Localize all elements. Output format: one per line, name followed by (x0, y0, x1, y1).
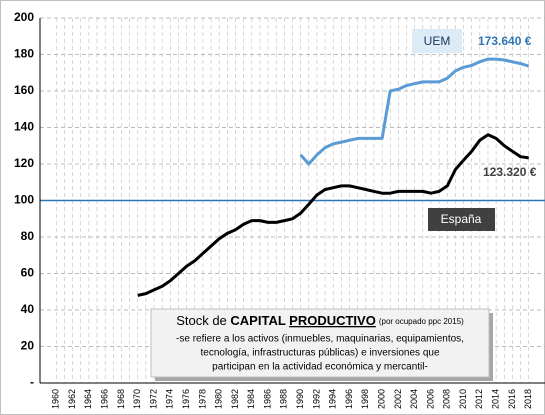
x-tick-label: 1998 (360, 389, 370, 409)
x-tick-label: 1984 (246, 389, 256, 409)
x-tick-label: 1982 (230, 389, 240, 409)
x-tick-label: 1978 (197, 389, 207, 409)
text: Stock de (176, 313, 230, 328)
text: (por ocupado ppc 2015) (379, 317, 464, 326)
x-tick-label: 2000 (376, 389, 386, 409)
y-tick-label: 40 (21, 302, 35, 316)
legend-label: España (441, 212, 482, 226)
y-tick-label: 20 (21, 339, 35, 353)
y-tick-label: 80 (21, 229, 35, 243)
x-tick-label: 2006 (425, 389, 435, 409)
y-tick-label: 160 (14, 83, 34, 97)
annotation-line: tecnología, infrastructuras públicas) e … (200, 348, 439, 359)
series-line (299, 57, 530, 166)
annotation-line: -se refiere a los activos (inmuebles, ma… (176, 334, 464, 345)
x-tick-label: 1980 (214, 389, 224, 409)
x-tick-label: 1996 (344, 389, 354, 409)
x-tick-label: 1994 (328, 389, 338, 409)
y-tick-label: 140 (14, 120, 34, 134)
x-tick-label: 2004 (409, 389, 419, 409)
y-tick-label: 60 (21, 266, 35, 280)
y-tick-label: - (30, 375, 34, 389)
y-tick-label: 100 (14, 193, 34, 207)
end-label: 173.640 € (478, 34, 532, 48)
x-tick-label: 1990 (295, 389, 305, 409)
annotation-box (150, 308, 490, 378)
x-tick-label: 1972 (148, 389, 158, 409)
x-tick-label: 1976 (181, 389, 191, 409)
x-tick-label: 2014 (491, 389, 501, 409)
x-tick-label: 2012 (474, 389, 484, 409)
x-tick-label: 2010 (458, 389, 468, 409)
x-tick-label: 1964 (83, 389, 93, 409)
x-tick-label: 1988 (279, 389, 289, 409)
x-tick-label: 2016 (507, 389, 517, 409)
x-tick-label: 2008 (442, 389, 452, 409)
x-tick-label: 1962 (67, 389, 77, 409)
y-tick-label: 200 (14, 10, 34, 24)
x-tick-label: 2002 (393, 389, 403, 409)
y-tick-label: 120 (14, 156, 34, 170)
x-tick-label: 1968 (116, 389, 126, 409)
end-label: 123.320 € (483, 165, 537, 179)
x-tick-label: 1986 (262, 389, 272, 409)
legend-label: UEM (424, 34, 451, 48)
x-tick-label: 1974 (165, 389, 175, 409)
text: PRODUCTIVO (289, 313, 376, 328)
series-line (137, 133, 529, 297)
text: CAPITAL (230, 313, 289, 328)
y-tick-label: 180 (14, 47, 34, 61)
legend-box (412, 29, 462, 53)
x-tick-label: 1960 (51, 389, 61, 409)
x-tick-label: 2018 (523, 389, 533, 409)
annotation-title: Stock de CAPITAL PRODUCTIVO (por ocupado … (176, 313, 464, 328)
x-tick-label: 1970 (132, 389, 142, 409)
legend-box (428, 208, 495, 231)
x-tick-label: 1966 (100, 389, 110, 409)
x-tick-label: 1992 (311, 389, 321, 409)
annotation-line: participan en la actividad económica y m… (212, 362, 428, 373)
